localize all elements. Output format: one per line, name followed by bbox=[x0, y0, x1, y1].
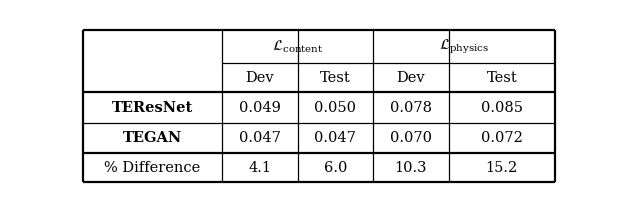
Text: Test: Test bbox=[486, 71, 518, 85]
Text: Dev: Dev bbox=[397, 71, 425, 85]
Text: 0.072: 0.072 bbox=[481, 131, 522, 145]
Text: 4.1: 4.1 bbox=[248, 161, 271, 175]
Text: Dev: Dev bbox=[246, 71, 274, 85]
Text: 0.047: 0.047 bbox=[314, 131, 356, 145]
Text: 0.078: 0.078 bbox=[390, 101, 432, 115]
Text: 0.049: 0.049 bbox=[239, 101, 281, 115]
Text: TEResNet: TEResNet bbox=[111, 101, 193, 115]
Text: 0.050: 0.050 bbox=[314, 101, 356, 115]
Text: 0.085: 0.085 bbox=[481, 101, 523, 115]
Text: % Difference: % Difference bbox=[104, 161, 200, 175]
Text: 6.0: 6.0 bbox=[323, 161, 347, 175]
Text: 10.3: 10.3 bbox=[394, 161, 427, 175]
Text: 0.047: 0.047 bbox=[239, 131, 281, 145]
Text: $\mathcal{L}_{\mathrm{content}}$: $\mathcal{L}_{\mathrm{content}}$ bbox=[272, 39, 323, 55]
Text: 15.2: 15.2 bbox=[486, 161, 518, 175]
Text: $\mathcal{L}_{\mathrm{physics}}$: $\mathcal{L}_{\mathrm{physics}}$ bbox=[439, 38, 489, 56]
Text: Test: Test bbox=[320, 71, 351, 85]
Text: 0.070: 0.070 bbox=[390, 131, 432, 145]
Text: TEGAN: TEGAN bbox=[123, 131, 182, 145]
